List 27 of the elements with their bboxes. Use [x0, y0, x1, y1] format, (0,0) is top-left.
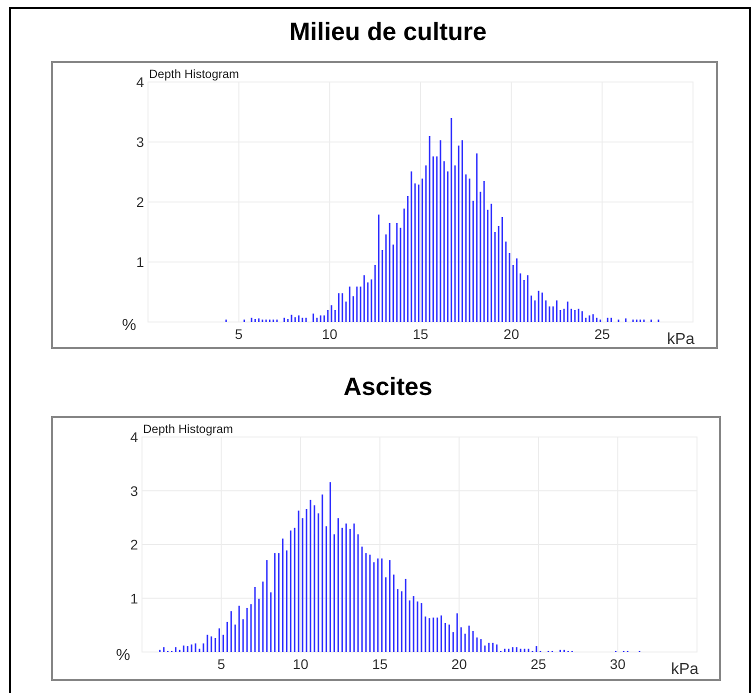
x-tick-label: 15: [412, 326, 428, 342]
y-axis-title: %: [122, 317, 136, 334]
x-tick-label: 5: [217, 656, 226, 672]
x-tick-label: 20: [451, 656, 468, 672]
x-tick-label: 25: [530, 656, 546, 672]
y-tick-label: 3: [136, 134, 144, 150]
y-tick-label: 1: [136, 254, 144, 270]
y-tick-label: 2: [130, 536, 138, 552]
x-tick-label: 10: [322, 326, 338, 342]
x-tick-label: 5: [234, 326, 243, 342]
x-tick-label: 10: [292, 656, 309, 672]
chart-subtitle: Depth Histogram: [143, 422, 234, 436]
x-tick-label: 20: [504, 326, 520, 342]
y-tick-label: 3: [130, 482, 138, 499]
chart-title: Milieu de culture: [289, 18, 487, 46]
x-axis-title: kPa: [671, 661, 699, 678]
y-axis-title: %: [116, 647, 130, 664]
y-tick-label: 2: [136, 194, 144, 210]
chart-subtitle: Depth Histogram: [149, 67, 240, 81]
x-tick-label: 30: [610, 656, 626, 672]
x-tick-label: 25: [594, 326, 610, 342]
chart-title: Ascites: [344, 373, 432, 401]
y-tick-label: 1: [130, 590, 138, 606]
x-axis-title: kPa: [667, 331, 695, 348]
y-tick-label: 4: [130, 429, 138, 445]
x-tick-label: 15: [372, 656, 388, 672]
y-tick-label: 4: [136, 74, 144, 90]
